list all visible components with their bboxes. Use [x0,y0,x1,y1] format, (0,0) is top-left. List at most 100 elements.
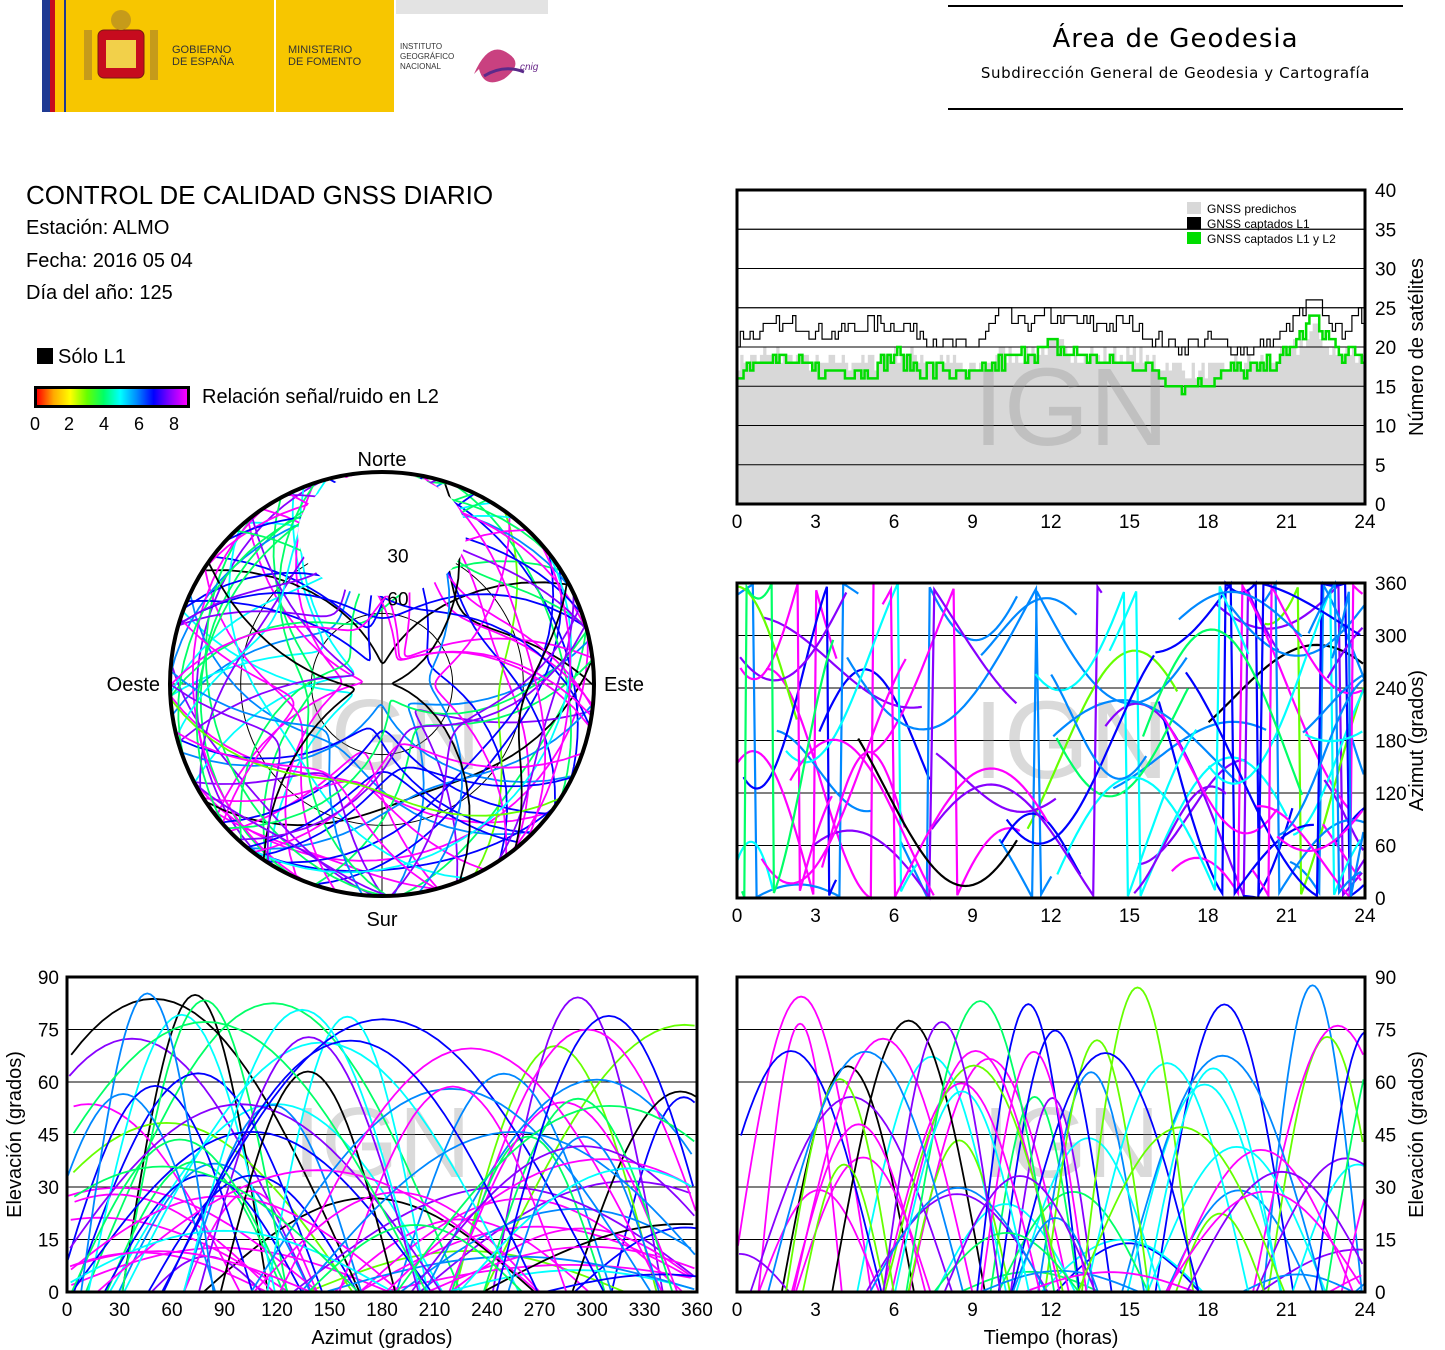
x-tick-label: 9 [967,906,978,927]
satellite-track [246,770,523,849]
satellite-track [396,1104,695,1293]
satellite-track [1259,1248,1363,1293]
doy-label: Día del año: 125 [26,282,173,304]
satellite-track [801,1163,887,1293]
satellite-track [392,639,591,897]
satellite-track [284,483,343,879]
satellite-track [1252,1024,1365,1293]
satellite-track [820,750,906,868]
satellite-track [1081,986,1195,1293]
satellite-track [73,1165,360,1293]
snr-tick: 6 [134,414,145,434]
satellite-track [278,1047,664,1293]
satellite-track [509,542,572,854]
satellite-track [103,1174,303,1293]
x-tick-label: 21 [1276,906,1297,927]
satellite-track [1185,1170,1364,1293]
header-rule-bottom [948,108,1403,110]
satellite-track [767,1050,964,1293]
satellite-track [766,583,875,900]
elevation-azimuth-chart-group: 0 15 30 45 60 75 90 0 30 60 90 120 150 180 210 240 270 30… [4,968,713,1349]
satellite-track [237,624,587,841]
x-tick-label: 9 [967,512,978,533]
y-tick-label: 120 [1375,784,1407,805]
satellite-track [68,1186,319,1293]
satellite-track [390,607,581,897]
satellite-track [907,1139,1011,1293]
satellite-track [1055,687,1189,798]
satellite-track [453,484,572,798]
satellite-track [933,1231,1080,1293]
x-tick-label: 18 [1197,1300,1218,1321]
satellite-track [162,1039,539,1293]
satellite-track [414,708,593,883]
y-tick-label: 30 [38,1178,59,1199]
satellite-track [391,481,471,882]
satellite-track [395,1072,613,1293]
label-south: Sur [366,909,397,931]
satellite-track [1325,1079,1365,1293]
satellite-track [73,1072,324,1293]
satellite-track [147,1174,358,1293]
y-tick-label: 60 [1375,1073,1396,1094]
snr-label: Relación señal/ruido en L2 [202,386,439,408]
x-tick-label: 21 [1276,1300,1297,1321]
satellite-track [507,1135,661,1293]
satellite-track [451,1135,606,1293]
x-tick-label: 0 [62,1300,73,1321]
satellite-track [739,592,848,682]
satellite-track [70,997,361,1293]
satellite-track [1044,1039,1150,1293]
satellite-track [1314,1031,1366,1293]
satellite-track [170,662,376,897]
satellite-track [1056,585,1250,891]
satellite-track [482,1223,694,1293]
satellite-track [1077,1126,1286,1293]
satellite-track [998,590,1188,898]
label-west: Oeste [107,674,160,696]
satellite-track [177,492,551,760]
satellite-track [70,1246,390,1293]
y-tick-label: 90 [1375,968,1396,989]
satellite-track [219,1070,397,1293]
satellite-track [96,1169,539,1293]
x-tick-label: 360 [681,1300,713,1321]
satellite-track [307,1224,523,1293]
instituto-line2: GEOGRÁFICO [400,52,455,61]
y-tick-label: 360 [1375,574,1407,595]
area-subtitle: Subdirección General de Geodesia y Carto… [980,64,1371,82]
satellite-track [70,1195,401,1293]
satellite-track [426,1245,695,1293]
satellite-track [789,738,935,896]
snr-tick: 0 [30,414,41,434]
satellite-track [1034,591,1198,897]
station-label: Estación: ALMO [26,217,170,239]
x-tick-label: 3 [810,906,821,927]
satellite-track [85,1002,462,1293]
satellite-track [250,1087,652,1293]
satellite-track [790,1123,927,1293]
x-tick-label: 120 [261,1300,293,1321]
y-tick-label: 35 [1375,220,1396,241]
satellite-track [181,703,574,784]
satellite-track [70,1138,289,1293]
date-label: Fecha: 2016 05 04 [26,250,193,272]
satellite-count-chart-frame [735,188,1367,506]
satellite-track [1242,582,1361,900]
y-tick-label: 15 [1375,377,1396,398]
satellite-track [177,516,355,744]
x-tick-label: 18 [1197,906,1218,927]
satellite-track [810,586,1018,901]
x-tick-label: 30 [109,1300,130,1321]
satellite-track [1304,730,1363,743]
x-tick-label: 6 [889,512,900,533]
satellite-track [899,586,1018,897]
y-tick-label: 30 [1375,1178,1396,1199]
satellite-track [482,1097,674,1293]
y-tick-label: 180 [1375,732,1407,753]
satellite-track [178,591,587,628]
satellite-track [749,1095,953,1293]
legend-entry: GNSS captados L1 y L2 [1207,232,1336,246]
satellite-track [182,1008,422,1293]
x-tick-label: 24 [1354,1300,1376,1321]
